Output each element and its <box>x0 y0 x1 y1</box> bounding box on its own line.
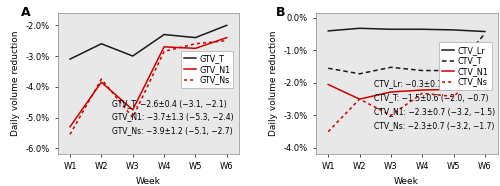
CTV_Ns <box>482 66 488 68</box>
Text: GTV_T: −2.6±0.4 (−3.1, −2.1)
GTV_N1: −3.7±1.3 (−5.3, −2.4)
GTV_Ns: −3.9±1.2 (−5.: GTV_T: −2.6±0.4 (−3.1, −2.1) GTV_N1: −3.… <box>112 99 234 135</box>
GTV_Ns <box>67 133 73 136</box>
Y-axis label: Daily volume reduction: Daily volume reduction <box>11 31 20 137</box>
Line: GTV_N1: GTV_N1 <box>70 38 227 127</box>
GTV_T <box>67 58 73 60</box>
CTV_N1 <box>356 98 362 100</box>
CTV_Lr <box>482 31 488 33</box>
GTV_N1 <box>130 109 136 111</box>
GTV_N1 <box>192 47 198 49</box>
CTV_N1 <box>482 66 488 68</box>
CTV_T <box>388 66 394 68</box>
Text: B: B <box>276 6 285 19</box>
CTV_N1 <box>325 83 331 86</box>
GTV_N1 <box>224 36 230 39</box>
Line: GTV_T: GTV_T <box>70 25 227 59</box>
CTV_N1 <box>420 89 426 91</box>
GTV_N1 <box>161 46 167 48</box>
CTV_Lr <box>356 27 362 29</box>
Line: CTV_T: CTV_T <box>328 33 485 74</box>
Text: CTV_Lr: −0.3±0.1 (−0.4, −0.2)
CTV_T: −1.5±0.6 (−2.0, −0.7)
CTV_N1: −2.3±0.7 (−3.: CTV_Lr: −0.3±0.1 (−0.4, −0.2) CTV_T: −1.… <box>374 79 495 130</box>
Line: GTV_Ns: GTV_Ns <box>70 41 227 134</box>
CTV_Ns <box>388 114 394 116</box>
Y-axis label: Daily volume reduction: Daily volume reduction <box>269 31 278 137</box>
GTV_Ns <box>192 43 198 45</box>
Legend: GTV_T, GTV_N1, GTV_Ns: GTV_T, GTV_N1, GTV_Ns <box>180 51 234 88</box>
CTV_Lr <box>325 30 331 32</box>
CTV_T <box>356 73 362 75</box>
GTV_Ns <box>224 40 230 42</box>
Line: CTV_Ns: CTV_Ns <box>328 67 485 132</box>
Line: CTV_N1: CTV_N1 <box>328 67 485 99</box>
GTV_T <box>161 33 167 36</box>
GTV_T <box>98 43 104 45</box>
CTV_T <box>325 67 331 69</box>
GTV_N1 <box>98 81 104 83</box>
GTV_T <box>224 24 230 26</box>
CTV_Lr <box>450 29 456 31</box>
GTV_Ns <box>161 50 167 53</box>
CTV_N1 <box>388 91 394 93</box>
GTV_T <box>130 55 136 57</box>
CTV_N1 <box>450 88 456 91</box>
CTV_Ns <box>420 92 426 94</box>
GTV_T <box>192 36 198 39</box>
Line: CTV_Lr: CTV_Lr <box>328 28 485 32</box>
CTV_Lr <box>388 28 394 30</box>
CTV_T <box>450 69 456 72</box>
GTV_N1 <box>67 126 73 128</box>
Text: A: A <box>21 6 31 19</box>
X-axis label: Week: Week <box>394 177 419 186</box>
CTV_Ns <box>356 98 362 100</box>
CTV_Lr <box>420 28 426 30</box>
CTV_Ns <box>325 131 331 133</box>
CTV_Ns <box>450 95 456 98</box>
Legend: CTV_Lr, CTV_T, CTV_N1, CTV_Ns: CTV_Lr, CTV_T, CTV_N1, CTV_Ns <box>439 42 492 90</box>
GTV_Ns <box>130 116 136 119</box>
CTV_T <box>482 32 488 35</box>
GTV_Ns <box>98 78 104 80</box>
CTV_T <box>420 69 426 72</box>
X-axis label: Week: Week <box>136 177 161 186</box>
